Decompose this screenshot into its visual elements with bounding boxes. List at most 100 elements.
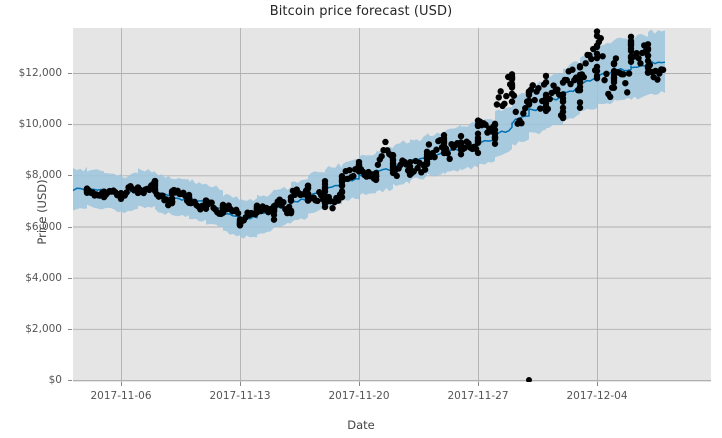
observation-point — [646, 61, 654, 69]
x-tick-label: 2017-11-20 — [328, 390, 390, 402]
y-tick-label: $4,000 — [25, 271, 62, 284]
y-tick-mark — [68, 328, 72, 330]
y-tick-label: $6,000 — [25, 220, 62, 233]
observation-point — [593, 28, 601, 35]
observation-point — [588, 55, 595, 63]
x-tick-label: 2017-11-27 — [447, 390, 509, 402]
observation-point — [355, 158, 363, 166]
observation-point — [314, 197, 321, 205]
observation-point — [372, 173, 380, 180]
y-tick-label: $10,000 — [18, 118, 62, 131]
y-tick-label: $8,000 — [25, 169, 62, 182]
observation-point — [510, 92, 518, 99]
observation-point — [537, 105, 544, 112]
observation-point — [503, 92, 510, 100]
observation-point — [529, 82, 536, 89]
observation-point — [474, 149, 482, 157]
observation-point — [491, 130, 499, 137]
observation-point — [474, 130, 482, 137]
observation-point — [518, 119, 525, 127]
observation-point — [234, 210, 242, 217]
plot-area — [73, 28, 711, 382]
observation-points — [83, 28, 667, 382]
observation-point — [493, 101, 501, 108]
observation-point — [582, 60, 589, 67]
gridlines — [73, 28, 711, 382]
observation-point — [603, 70, 610, 78]
observation-point — [421, 166, 429, 173]
observation-point — [423, 148, 431, 155]
observation-point — [627, 47, 635, 55]
observation-point — [406, 159, 414, 166]
observation-point — [610, 84, 618, 91]
observation-point — [531, 96, 538, 104]
chart-title: Bitcoin price forecast (USD) — [269, 4, 453, 19]
observation-point — [601, 76, 608, 84]
observation-point — [346, 166, 353, 174]
uncertainty-band — [73, 29, 665, 239]
observation-point — [627, 42, 635, 49]
observation-point — [440, 132, 448, 139]
observation-point — [559, 95, 567, 102]
observation-point — [168, 195, 176, 202]
observation-point — [599, 53, 606, 60]
observation-point — [444, 150, 451, 157]
observation-point — [624, 89, 631, 96]
observation-point — [433, 146, 440, 153]
observation-point — [374, 161, 382, 168]
observation-point — [508, 82, 516, 90]
observation-point — [580, 73, 587, 81]
y-tick-mark — [68, 124, 72, 126]
observation-point — [625, 70, 633, 77]
observation-point — [644, 41, 652, 48]
observation-point — [287, 209, 295, 217]
observation-point — [576, 87, 584, 94]
observation-point — [576, 99, 584, 106]
observation-point — [546, 95, 553, 103]
x-tick-label: 2017-11-06 — [90, 390, 152, 402]
observation-point — [620, 71, 627, 78]
observation-point — [635, 54, 642, 62]
y-tick-mark — [68, 175, 72, 177]
observation-point — [491, 140, 499, 147]
observation-point — [610, 75, 618, 82]
observation-point — [597, 35, 604, 42]
observation-point — [321, 184, 329, 191]
x-tick-mark — [597, 382, 598, 386]
observation-point — [501, 100, 508, 107]
outlier-point — [526, 377, 532, 382]
observation-point — [542, 72, 550, 80]
observation-point — [607, 93, 614, 101]
observation-point — [659, 66, 667, 74]
observation-point — [338, 193, 346, 201]
observation-point — [491, 120, 499, 128]
observation-point — [304, 185, 312, 192]
observation-point — [559, 113, 567, 120]
observation-point — [338, 182, 346, 190]
observation-point — [338, 188, 346, 195]
observation-point — [563, 76, 570, 84]
observation-point — [554, 86, 561, 93]
observation-point — [520, 110, 527, 117]
y-tick-label: $2,000 — [25, 322, 62, 335]
observation-point — [457, 139, 465, 146]
observation-point — [508, 75, 516, 83]
observation-point — [446, 155, 453, 163]
observation-point — [644, 52, 652, 59]
observation-point — [431, 153, 438, 161]
observation-point — [593, 72, 601, 80]
observation-point — [633, 49, 640, 57]
observation-point — [576, 63, 584, 70]
observation-point — [542, 79, 550, 86]
observation-point — [378, 153, 385, 160]
x-tick-label: 2017-12-04 — [566, 390, 628, 402]
observation-point — [495, 94, 502, 101]
observation-point — [389, 161, 397, 168]
y-tick-label: $0 — [48, 374, 62, 386]
observation-point — [576, 78, 584, 85]
observation-point — [569, 66, 576, 73]
observation-point — [393, 172, 400, 180]
observation-point — [637, 60, 644, 67]
